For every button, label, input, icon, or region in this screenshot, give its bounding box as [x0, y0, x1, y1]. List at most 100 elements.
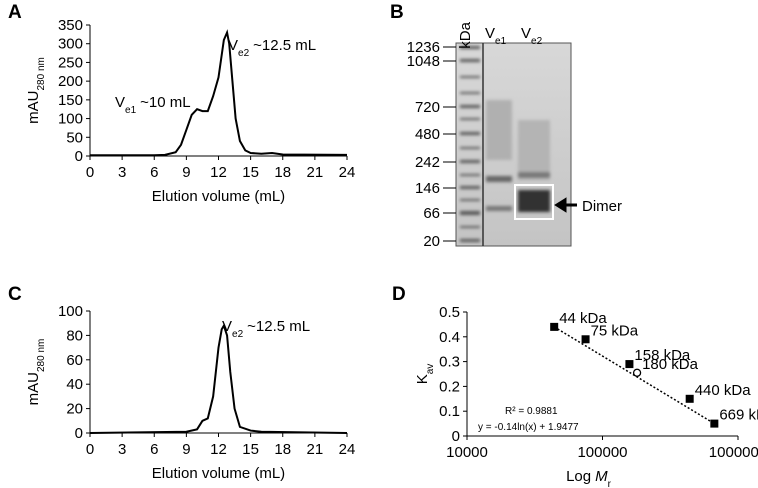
x-axis-label-part: M — [595, 468, 608, 485]
y-tick-label: 40 — [66, 376, 83, 393]
x-tick-label: 1000000 — [709, 444, 758, 461]
y-tick-label: 0.5 — [439, 304, 460, 321]
x-tick-label: 21 — [307, 164, 324, 181]
annotation-part: V — [115, 94, 125, 111]
x-tick-label: 24 — [339, 441, 356, 458]
y-tick-label: 60 — [66, 352, 83, 369]
panel-label: B — [390, 2, 404, 23]
point — [550, 322, 559, 331]
y-axis-label-part: av — [425, 364, 436, 375]
x-tick-label: 0 — [86, 164, 94, 181]
y-axis-label-part: K — [414, 374, 431, 384]
annotation: y = -0.14ln(x) + 1.9477 — [478, 422, 579, 433]
point-label: 440 kDa — [695, 382, 752, 399]
y-tick-label: 80 — [66, 327, 83, 344]
x-axis-label: Log Mr — [566, 468, 612, 488]
x-tick-label: 15 — [242, 164, 259, 181]
trace — [90, 29, 348, 157]
x-tick-label: 18 — [274, 441, 291, 458]
y-tick-label: 50 — [66, 129, 83, 146]
lane-label-part: e1 — [495, 36, 507, 47]
x-axis-label-part: r — [608, 479, 612, 488]
point-label: 75 kDa — [591, 322, 639, 339]
y-tick-label: 0.4 — [439, 329, 460, 346]
x-tick-label: 100000 — [577, 444, 627, 461]
lane-label-part: e2 — [531, 36, 543, 47]
x-tick-label: 9 — [182, 164, 190, 181]
lane-label: Ve1 — [485, 25, 507, 47]
y-tick-label: 250 — [58, 54, 83, 71]
y-axis-label-part: mAU — [25, 91, 42, 124]
x-tick-label: 12 — [210, 441, 227, 458]
x-tick-label: 12 — [210, 164, 227, 181]
y-axis-label: mAU280 nm — [25, 339, 47, 406]
y-axis-label-part: 280 nm — [36, 339, 47, 372]
y-tick-label: 100 — [58, 111, 83, 128]
sample-bands — [486, 100, 550, 212]
annotation: Ve1 ~10 mL — [115, 94, 191, 116]
arrow — [554, 197, 577, 213]
y-tick-label: 0.1 — [439, 403, 460, 420]
y-axis-label-part: 280 nm — [36, 57, 47, 90]
y-tick-label: 0 — [452, 428, 460, 445]
marker-label: 480 — [415, 126, 440, 143]
annotation-part: V — [222, 318, 232, 335]
marker-label: 146 — [415, 180, 440, 197]
unit-label: kDa — [457, 21, 474, 48]
panel-label: D — [392, 284, 406, 305]
ladder-bands — [460, 46, 480, 242]
annotation-part: ~10 mL — [140, 94, 190, 111]
x-tick-label: 10000 — [446, 444, 488, 461]
lane-label: Ve2 — [521, 25, 543, 47]
marker-label: 720 — [415, 99, 440, 116]
point — [625, 360, 634, 369]
point — [710, 419, 719, 428]
marker-label: 66 — [423, 205, 440, 222]
x-tick-label: 3 — [118, 441, 126, 458]
y-tick-label: 0 — [75, 148, 83, 165]
lane-label-part: V — [521, 25, 531, 42]
lane-label-part: V — [485, 25, 495, 42]
x-tick-label: 3 — [118, 164, 126, 181]
annotation-part: e2 — [232, 329, 244, 340]
y-tick-label: 0.3 — [439, 354, 460, 371]
highlight-box — [514, 184, 554, 220]
point-label: 44 kDa — [559, 310, 607, 327]
y-tick-label: 300 — [58, 36, 83, 53]
annotation-part: ~12.5 mL — [253, 37, 316, 54]
panel-label: A — [8, 2, 22, 23]
y-tick-label: 0 — [75, 425, 83, 442]
y-axis-label-part: mAU — [25, 372, 42, 405]
y-tick-label: 20 — [66, 401, 83, 418]
point — [632, 368, 642, 377]
annotation: Ve2 ~12.5 mL — [228, 37, 316, 59]
marker-label: 242 — [415, 154, 440, 171]
x-tick-label: 0 — [86, 441, 94, 458]
point — [581, 335, 590, 344]
annotation-part: e2 — [238, 48, 250, 59]
x-tick-label: 24 — [339, 164, 356, 181]
annotation-part: V — [228, 37, 238, 54]
x-tick-label: 9 — [182, 441, 190, 458]
x-tick-label: 15 — [242, 441, 259, 458]
x-tick-label: 6 — [150, 164, 158, 181]
y-axis-label: Kav — [414, 364, 436, 385]
annotation: Ve2 ~12.5 mL — [222, 318, 310, 340]
x-tick-label: 21 — [307, 441, 324, 458]
x-axis-label-part: Log — [566, 468, 591, 485]
y-tick-label: 0.2 — [439, 378, 460, 395]
y-tick-label: 150 — [58, 92, 83, 109]
point-label: 180 kDa — [642, 356, 699, 373]
annotation: Dimer — [582, 198, 622, 215]
x-axis-label: Elution volume (mL) — [152, 188, 285, 205]
point — [685, 394, 694, 403]
point-label: 669 kDa — [719, 407, 758, 424]
annotation-part: ~12.5 mL — [247, 318, 310, 335]
y-axis-label: mAU280 nm — [25, 57, 47, 124]
marker-label: 1048 — [407, 53, 440, 70]
panel-label: C — [8, 284, 22, 305]
x-tick-label: 6 — [150, 441, 158, 458]
marker-label: 1236 — [407, 39, 440, 56]
y-tick-label: 350 — [58, 17, 83, 34]
